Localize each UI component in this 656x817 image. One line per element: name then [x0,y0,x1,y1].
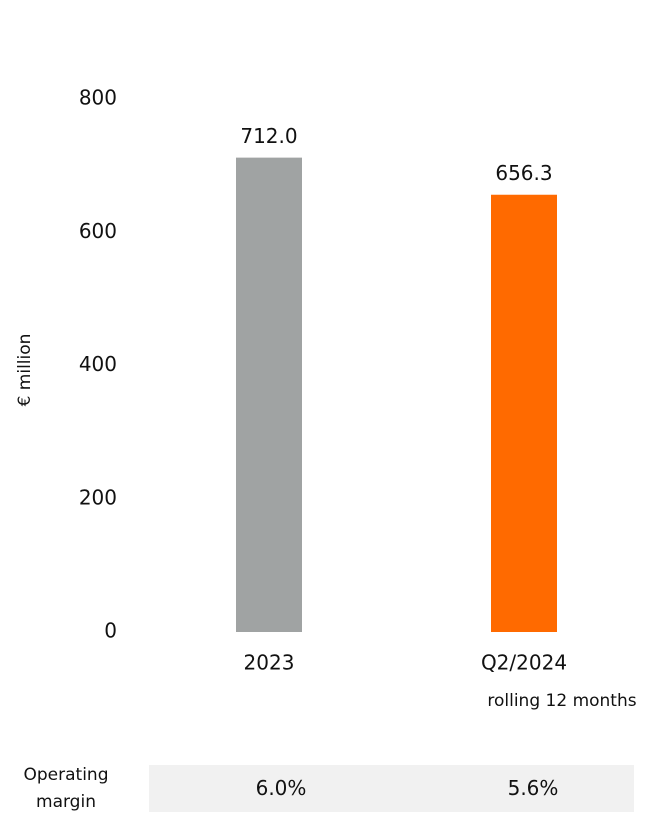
margin-value: 6.0% [255,776,307,800]
value-label: 712.0 [240,124,297,148]
y-tick-label: 0 [104,619,117,643]
x-tick-label: 2023 [244,651,295,675]
y-axis-label: € million [15,334,35,407]
margin-label: Operating margin [23,765,109,812]
bar [236,157,302,632]
x-tick-label: Q2/2024 [481,651,567,675]
y-tick-label: 400 [79,352,117,376]
margin-band [149,765,634,812]
y-tick-label: 800 [79,86,117,110]
chart: € million rolling 12 months 0 200 400 600 80… [15,86,637,712]
value-label: 656.3 [495,161,552,185]
annotation: rolling 12 months [487,691,636,711]
bar [491,194,557,633]
y-tick-label: 600 [79,219,117,243]
margin-value: 5.6% [507,776,559,800]
y-tick-label: 200 [79,485,117,509]
